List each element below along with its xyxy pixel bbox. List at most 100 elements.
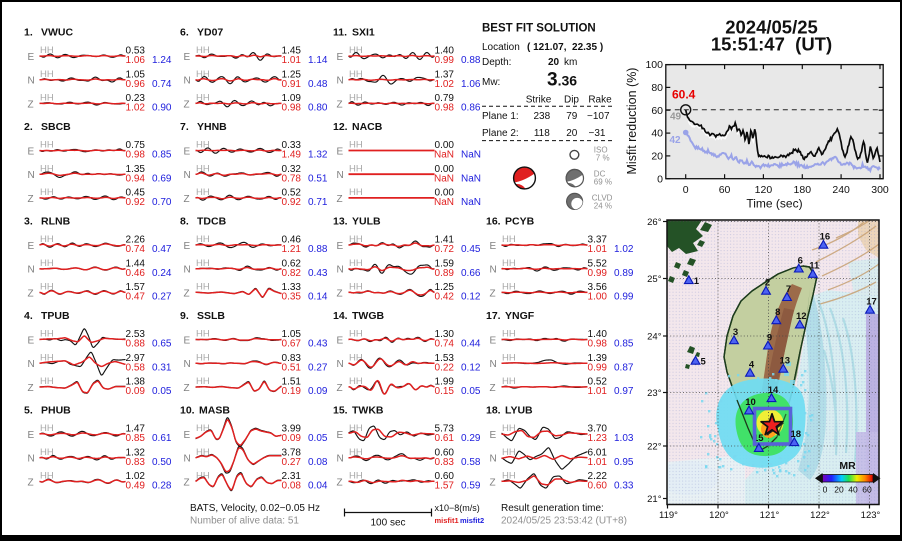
svg-text:YNGF: YNGF (505, 310, 535, 322)
svg-text:3.: 3. (24, 216, 33, 228)
svg-text:HH: HH (40, 258, 54, 269)
svg-text:1.01: 1.01 (588, 457, 608, 468)
svg-text:80: 80 (651, 82, 663, 94)
svg-text:Z: Z (184, 194, 190, 205)
svg-text:Number of alive data: 51: Number of alive data: 51 (190, 516, 299, 527)
svg-text:0.24: 0.24 (152, 268, 172, 279)
svg-text:0.86: 0.86 (461, 103, 481, 114)
svg-text:E: E (28, 430, 35, 441)
svg-text:1.53: 1.53 (435, 353, 455, 364)
svg-text:N: N (337, 359, 344, 370)
svg-text:0.32: 0.32 (282, 164, 302, 175)
svg-text:118: 118 (534, 128, 550, 139)
svg-text:1.39: 1.39 (588, 353, 608, 364)
svg-text:HH: HH (502, 282, 516, 293)
svg-text:HH: HH (196, 187, 210, 198)
svg-text:HH: HH (349, 45, 363, 56)
svg-text:0.14: 0.14 (308, 292, 328, 303)
svg-text:E: E (28, 147, 35, 158)
svg-text:2.: 2. (24, 121, 33, 133)
svg-text:49: 49 (670, 111, 682, 122)
svg-text:0.08: 0.08 (308, 457, 328, 468)
svg-text:5: 5 (701, 357, 707, 368)
svg-text:2.26: 2.26 (126, 235, 146, 246)
svg-text:Strike: Strike (526, 95, 552, 106)
svg-text:0.71: 0.71 (308, 197, 328, 208)
svg-text:18: 18 (791, 429, 802, 440)
svg-text:20: 20 (834, 485, 844, 495)
svg-text:0.83: 0.83 (282, 353, 302, 364)
svg-text:SBCB: SBCB (41, 121, 71, 133)
svg-text:13: 13 (780, 356, 791, 367)
svg-text:2024/05/25 23:53:42 (UT+8): 2024/05/25 23:53:42 (UT+8) (501, 516, 627, 527)
svg-text:7.: 7. (180, 121, 189, 133)
svg-text:5.52: 5.52 (588, 258, 608, 269)
svg-text:14: 14 (768, 385, 779, 396)
svg-text:40: 40 (848, 485, 858, 495)
svg-text:1.38: 1.38 (126, 377, 146, 388)
svg-text:1.01: 1.01 (588, 386, 608, 397)
svg-text:1.25: 1.25 (435, 282, 455, 293)
svg-text:0.27: 0.27 (308, 362, 328, 373)
svg-text:Z: Z (28, 288, 34, 299)
svg-text:24 %: 24 % (594, 201, 612, 210)
svg-text:0.48: 0.48 (308, 79, 328, 90)
svg-text:Z: Z (337, 477, 343, 488)
svg-text:PCYB: PCYB (505, 216, 535, 228)
svg-text:0.23: 0.23 (126, 93, 146, 104)
svg-text:1.01: 1.01 (282, 55, 302, 66)
svg-text:HH: HH (349, 163, 363, 174)
svg-text:YHNB: YHNB (197, 121, 227, 133)
svg-text:HH: HH (40, 282, 54, 293)
svg-text:60: 60 (862, 485, 872, 495)
svg-text:24°: 24° (647, 332, 662, 343)
svg-text:E: E (490, 241, 497, 252)
svg-text:0.52: 0.52 (588, 377, 608, 388)
svg-text:1.03: 1.03 (614, 433, 634, 444)
svg-text:HH: HH (349, 234, 363, 245)
svg-text:0.74: 0.74 (152, 79, 172, 90)
svg-text:Z: Z (184, 383, 190, 394)
svg-text:15:51:47 (UT): 15:51:47 (UT) (711, 34, 832, 55)
svg-text:12: 12 (796, 311, 807, 322)
svg-text:0.70: 0.70 (152, 197, 172, 208)
svg-text:NaN: NaN (461, 173, 481, 184)
svg-text:1.49: 1.49 (282, 150, 302, 161)
svg-text:E: E (490, 336, 497, 347)
svg-text:BATS, Velocity, 0.02−0.05 Hz: BATS, Velocity, 0.02−0.05 Hz (190, 503, 320, 514)
svg-text:E: E (184, 147, 191, 158)
svg-text:HH: HH (349, 471, 363, 482)
svg-text:NaN: NaN (461, 197, 481, 208)
svg-text:misfit1: misfit1 (435, 516, 459, 525)
svg-text:NaN: NaN (461, 150, 481, 161)
svg-text:10.: 10. (180, 405, 195, 417)
svg-text:HH: HH (40, 69, 54, 80)
svg-text:0.85: 0.85 (126, 433, 146, 444)
svg-text:km: km (564, 57, 577, 68)
svg-text:69 %: 69 % (594, 177, 612, 186)
svg-text:1.06: 1.06 (461, 79, 481, 90)
svg-text:Z: Z (490, 477, 496, 488)
svg-text:7 %: 7 % (596, 153, 610, 162)
svg-text:3.99: 3.99 (282, 424, 302, 435)
svg-text:N: N (28, 454, 35, 465)
svg-text:HH: HH (196, 376, 210, 387)
svg-text:0.99: 0.99 (614, 292, 634, 303)
svg-text:HH: HH (40, 329, 54, 340)
svg-text:Z: Z (337, 288, 343, 299)
svg-text:HH: HH (40, 423, 54, 434)
svg-text:1.02: 1.02 (126, 471, 146, 482)
svg-text:N: N (184, 76, 191, 87)
svg-text:HH: HH (196, 447, 210, 458)
svg-text:HH: HH (40, 234, 54, 245)
svg-text:Result generation time:: Result generation time: (501, 503, 604, 514)
svg-text:1.47: 1.47 (126, 424, 146, 435)
svg-text:misfit2: misfit2 (460, 516, 484, 525)
svg-text:2024/05/25: 2024/05/25 (725, 17, 818, 38)
svg-text:0.62: 0.62 (282, 258, 302, 269)
svg-text:HH: HH (502, 447, 516, 458)
svg-text:0.85: 0.85 (152, 150, 172, 161)
svg-text:0.88: 0.88 (126, 339, 146, 350)
svg-text:1.23: 1.23 (588, 433, 608, 444)
svg-text:0.09: 0.09 (308, 386, 328, 397)
